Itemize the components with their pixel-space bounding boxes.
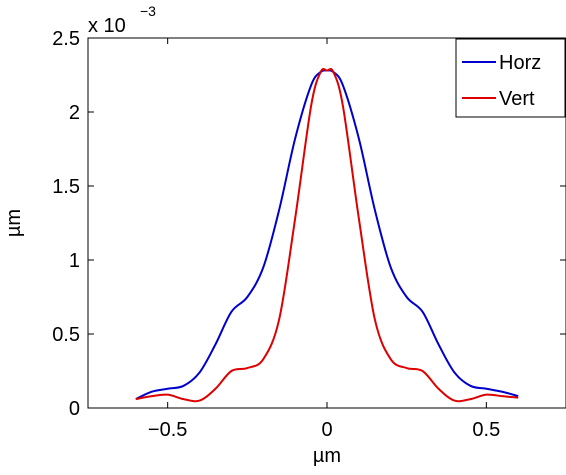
x-tick-label: −0.5 bbox=[148, 419, 187, 441]
x-tick-label: 0 bbox=[321, 419, 332, 441]
y-tick-label: 2.5 bbox=[52, 28, 80, 50]
y-scale-exponent: −3 bbox=[140, 3, 156, 19]
x-axis-label: µm bbox=[313, 445, 341, 467]
y-tick-label: 1.5 bbox=[52, 176, 80, 198]
series-line-vert bbox=[135, 67, 519, 403]
y-tick-label: 1 bbox=[69, 250, 80, 272]
legend-box bbox=[455, 38, 566, 118]
legend: Horz Vert bbox=[455, 38, 566, 118]
series-line-horz bbox=[135, 69, 519, 401]
y-scale-label: x 10 bbox=[88, 15, 126, 37]
y-axis-label: µm bbox=[3, 209, 25, 237]
y-tick-label: 2 bbox=[69, 102, 80, 124]
x-tick-label: 0.5 bbox=[472, 419, 500, 441]
legend-label-horz: Horz bbox=[499, 52, 541, 74]
y-tick-label: 0 bbox=[69, 398, 80, 420]
legend-label-vert: Vert bbox=[499, 88, 535, 110]
y-tick-label: 0.5 bbox=[52, 324, 80, 346]
